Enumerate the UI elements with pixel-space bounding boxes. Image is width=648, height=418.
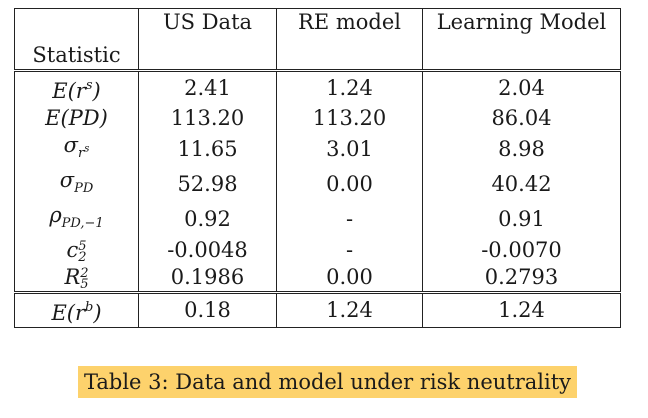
cell-us: -0.0048 <box>138 237 277 264</box>
table-row: c5 2 -0.0048 - -0.0070 <box>14 237 621 265</box>
row-label: σPD <box>14 167 139 202</box>
label-rho-pd: ρPD,−1 <box>49 203 104 231</box>
statistics-table: Statistic US Data RE model Learning Mode… <box>14 8 621 328</box>
header-learning-model: Learning Model <box>422 8 621 71</box>
table-row: E(rb) 0.18 1.24 1.24 <box>14 291 621 328</box>
table-row: σrs 11.65 3.01 8.98 <box>14 132 621 167</box>
cell-learning: 2.04 <box>422 69 621 105</box>
header-re-model: RE model <box>276 8 423 71</box>
cell-re: 3.01 <box>276 132 423 167</box>
cell-re: 1.24 <box>276 69 423 105</box>
cell-us: 0.1986 <box>138 264 277 293</box>
header-statistic: Statistic <box>14 8 139 71</box>
label-sigma-pd: σPD <box>59 168 94 196</box>
table-row: ρPD,−1 0.92 - 0.91 <box>14 202 621 237</box>
table-row: σPD 52.98 0.00 40.42 <box>14 167 621 202</box>
row-label: E(PD) <box>14 105 139 132</box>
row-label: c5 2 <box>14 237 139 265</box>
cell-us: 11.65 <box>138 132 277 167</box>
row-label: σrs <box>14 132 139 167</box>
cell-learning: 0.91 <box>422 202 621 237</box>
cell-us: 0.92 <box>138 202 277 237</box>
label-r25: R2 5 <box>64 265 89 292</box>
cell-re: - <box>276 202 423 237</box>
cell-learning: 8.98 <box>422 132 621 167</box>
cell-learning: 1.24 <box>422 291 621 328</box>
cell-learning: -0.0070 <box>422 237 621 264</box>
cell-learning: 0.2793 <box>422 264 621 293</box>
header-us-data: US Data <box>138 8 277 71</box>
table-caption: Table 3: Data and model under risk neutr… <box>78 366 578 398</box>
table-row: E(rs) 2.41 1.24 2.04 <box>14 69 621 105</box>
cell-re: 1.24 <box>276 291 423 328</box>
label-c25: c5 2 <box>66 238 87 265</box>
table-row: R2 5 0.1986 0.00 0.2793 <box>14 264 621 293</box>
label-expected-bond-return: E(rb) <box>51 300 102 325</box>
row-label: ρPD,−1 <box>14 202 139 237</box>
label-sigma-rs: σrs <box>63 133 90 161</box>
cell-re: 0.00 <box>276 167 423 202</box>
row-label: R2 5 <box>14 264 139 293</box>
label-expected-stock-return: E(rs) <box>52 78 101 103</box>
cell-us: 113.20 <box>138 105 277 132</box>
cell-re: - <box>276 237 423 264</box>
header-row: Statistic US Data RE model Learning Mode… <box>14 8 621 71</box>
cell-learning: 40.42 <box>422 167 621 202</box>
row-label: E(rs) <box>14 69 139 105</box>
cell-learning: 86.04 <box>422 105 621 132</box>
row-label: E(rb) <box>14 291 139 328</box>
cell-re: 113.20 <box>276 105 423 132</box>
cell-us: 0.18 <box>138 291 277 328</box>
cell-us: 2.41 <box>138 69 277 105</box>
table-row: E(PD) 113.20 113.20 86.04 <box>14 105 621 132</box>
cell-re: 0.00 <box>276 264 423 293</box>
statistics-table-container: Statistic US Data RE model Learning Mode… <box>14 8 621 328</box>
cell-us: 52.98 <box>138 167 277 202</box>
